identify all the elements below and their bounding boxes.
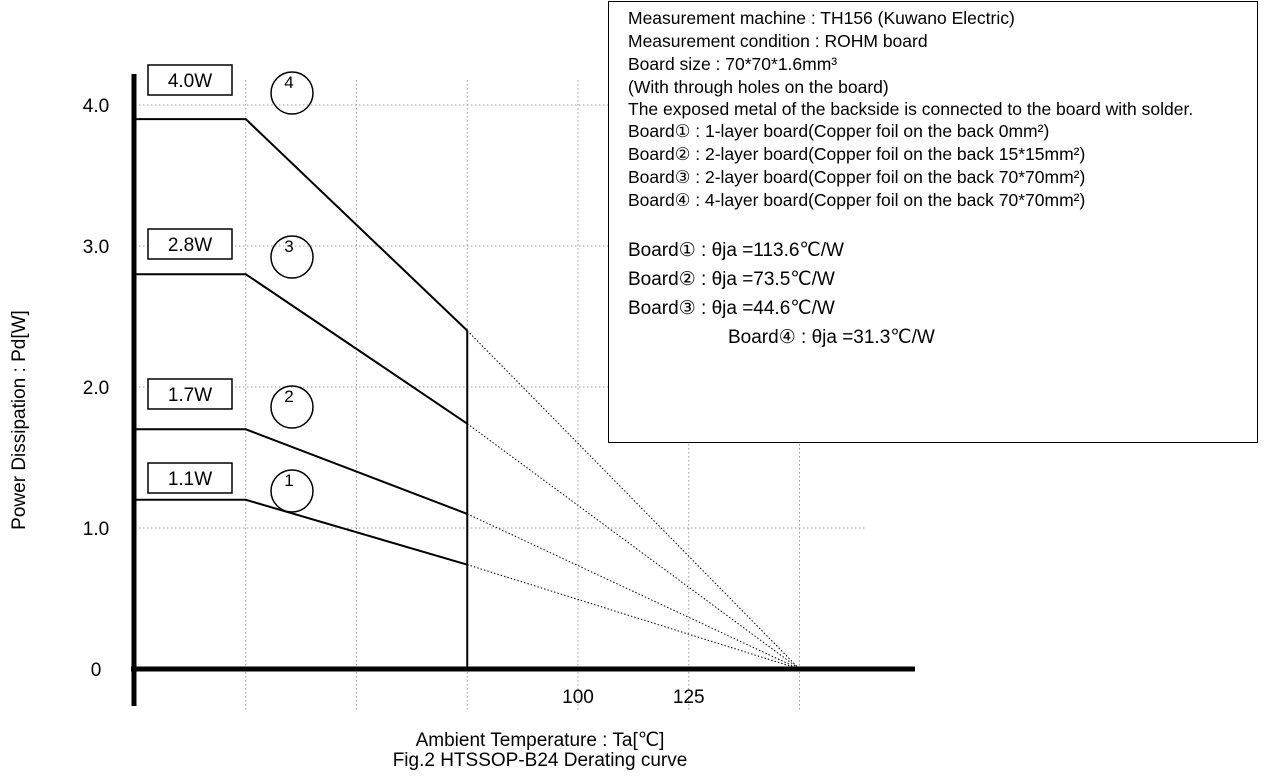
measurement-info-box: Measurement machine : TH156 (Kuwano Elec… (608, 1, 1258, 443)
info-line-board-4: Board④ : 4-layer board(Copper foil on th… (628, 190, 1086, 210)
series-marker-4: 4 (284, 73, 293, 92)
series-line-1 (135, 498, 468, 566)
info-line-through-holes: (With through holes on the board) (628, 77, 889, 97)
info-line-machine: Measurement machine : TH156 (Kuwano Elec… (628, 8, 1015, 28)
info-line-board-1: Board① : 1-layer board(Copper foil on th… (628, 121, 1050, 141)
series-extrapolation-3 (466, 423, 800, 670)
series-marker-circle-2 (270, 385, 314, 429)
info-line-condition: Measurement condition : ROHM board (628, 31, 928, 51)
x-tick-label-100: 100 (562, 687, 594, 708)
info-line-board-3: Board③ : 2-layer board(Copper foil on th… (628, 167, 1086, 187)
power-label-box-2 (147, 378, 233, 410)
power-label-2: 1.7W (168, 385, 212, 406)
y-axis-title: Power Dissipation : Pd[W] (9, 310, 30, 530)
chart-captions: Ambient Temperature : Ta[℃] Fig.2 HTSSOP… (330, 731, 750, 771)
series-lines (135, 118, 800, 670)
power-label-1: 1.1W (168, 469, 212, 490)
thermal-resistance-board-3: Board③ : θja =44.6℃/W (628, 298, 835, 319)
power-label-4: 4.0W (168, 71, 212, 92)
series-extrapolation-1 (467, 564, 800, 670)
y-tick-label-4: 0 (91, 660, 102, 681)
series-marker-circle-3 (270, 235, 314, 279)
power-label-box-3 (147, 228, 233, 260)
series-line-4 (135, 118, 468, 332)
series-marker-circle-1 (270, 469, 314, 513)
thermal-resistance-board-4: Board④ : θja =31.3℃/W (728, 327, 935, 348)
y-tick-label-2: 2.0 (83, 378, 109, 399)
thermal-resistance-board-2: Board② : θja =73.5℃/W (628, 269, 835, 290)
series-marker-1: 1 (284, 471, 293, 490)
power-label-box-4 (147, 64, 233, 96)
series-extrapolation-2 (467, 513, 800, 670)
y-tick-label-3: 1.0 (83, 519, 109, 540)
thermal-resistance-board-1: Board① : θja =113.6℃/W (628, 240, 844, 261)
info-line-exposed-metal: The exposed metal of the backside is con… (628, 99, 1194, 119)
x-tick-label-125: 125 (673, 687, 705, 708)
series-marker-3: 3 (284, 237, 293, 256)
power-label-3: 2.8W (168, 235, 212, 256)
series-line-3 (135, 273, 468, 425)
power-label-box-1 (147, 462, 233, 494)
chart-title: Fig.2 HTSSOP-B24 Derating curve (392, 750, 688, 771)
info-line-board-2: Board② : 2-layer board(Copper foil on th… (628, 144, 1086, 164)
labels: 1.1W 1 1.7W 2 2.8W 3 4.0W 4 4.0 3.0 2.0 1.0 0 100 125 (83, 64, 705, 708)
info-line-board-size: Board size : 70*70*1.6mm³ (628, 54, 838, 74)
series-marker-circle-4 (270, 71, 314, 115)
axes (131, 74, 915, 706)
y-tick-label-1: 3.0 (83, 237, 109, 258)
y-tick-label-0: 4.0 (83, 96, 109, 117)
series-marker-2: 2 (284, 387, 293, 406)
x-axis-title: Ambient Temperature : Ta[℃] (415, 730, 665, 751)
series-line-2 (135, 428, 468, 515)
